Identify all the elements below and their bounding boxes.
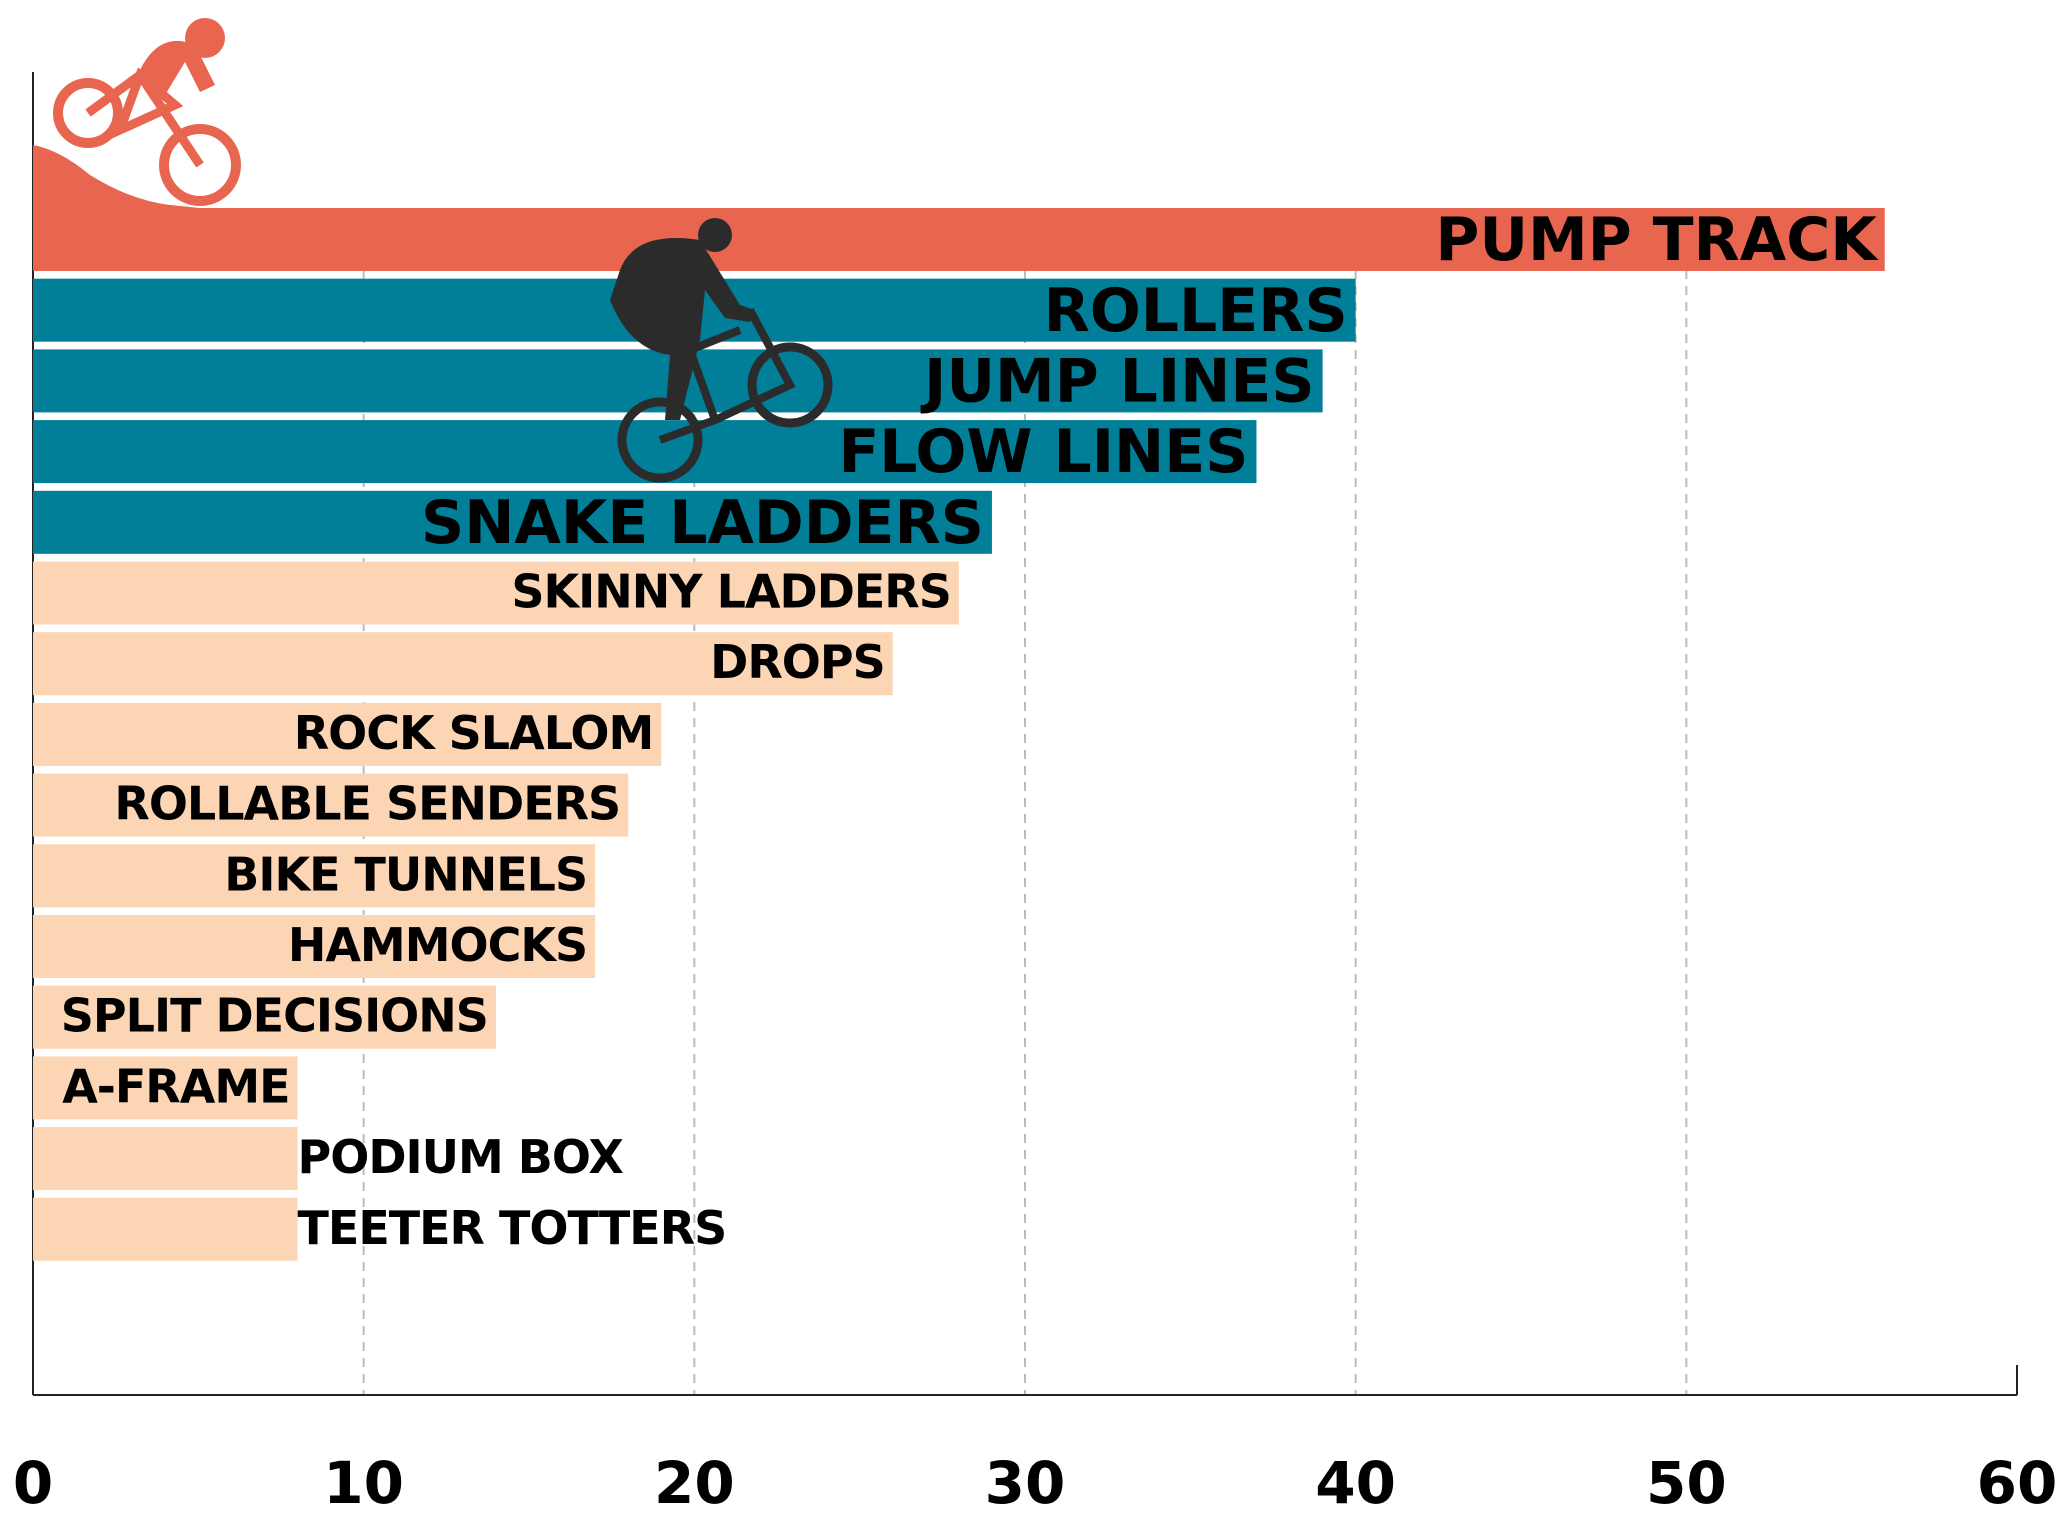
bar	[33, 490, 992, 554]
bar	[33, 773, 629, 837]
bar-label: SNAKE LADDERS	[421, 488, 984, 558]
x-tick-label: 40	[1315, 1449, 1396, 1515]
x-tick-label: 50	[1646, 1449, 1727, 1515]
bar	[33, 1197, 298, 1261]
bar-label: SPLIT DECISIONS	[61, 989, 488, 1043]
bar	[33, 208, 1885, 271]
bar-label: JUMP LINES	[920, 346, 1315, 416]
bar-label: DROPS	[710, 635, 885, 689]
bar	[33, 844, 596, 908]
bar-label: SKINNY LADDERS	[511, 565, 950, 619]
x-tick-label: 30	[985, 1449, 1066, 1515]
bar-label: PUMP TRACK	[1435, 205, 1879, 275]
bar-label: HAMMOCKS	[288, 918, 587, 972]
bar	[33, 985, 496, 1049]
x-tick-label: 10	[323, 1449, 404, 1515]
bar-label: BIKE TUNNELS	[224, 847, 587, 901]
bar-label: ROCK SLALOM	[294, 706, 654, 760]
rider-icon-middle	[610, 218, 833, 483]
bar-label: A-FRAME	[62, 1059, 289, 1113]
bar	[33, 915, 596, 978]
bar	[33, 632, 893, 696]
x-tick-label: 0	[13, 1449, 53, 1515]
bar	[33, 1056, 298, 1120]
bar	[33, 561, 959, 625]
bar-label: ROLLERS	[1044, 276, 1348, 346]
bar-label: FLOW LINES	[838, 417, 1248, 487]
bar	[33, 1127, 298, 1191]
bar-label: ROLLABLE SENDERS	[114, 777, 620, 831]
x-tick-label: 60	[1977, 1449, 2058, 1515]
bar-label: TEETER TOTTERS	[298, 1201, 727, 1255]
bar	[33, 702, 662, 766]
x-tick-label: 20	[654, 1449, 735, 1515]
bar-label: PODIUM BOX	[298, 1130, 624, 1184]
rider-icon-top	[33, 18, 241, 208]
